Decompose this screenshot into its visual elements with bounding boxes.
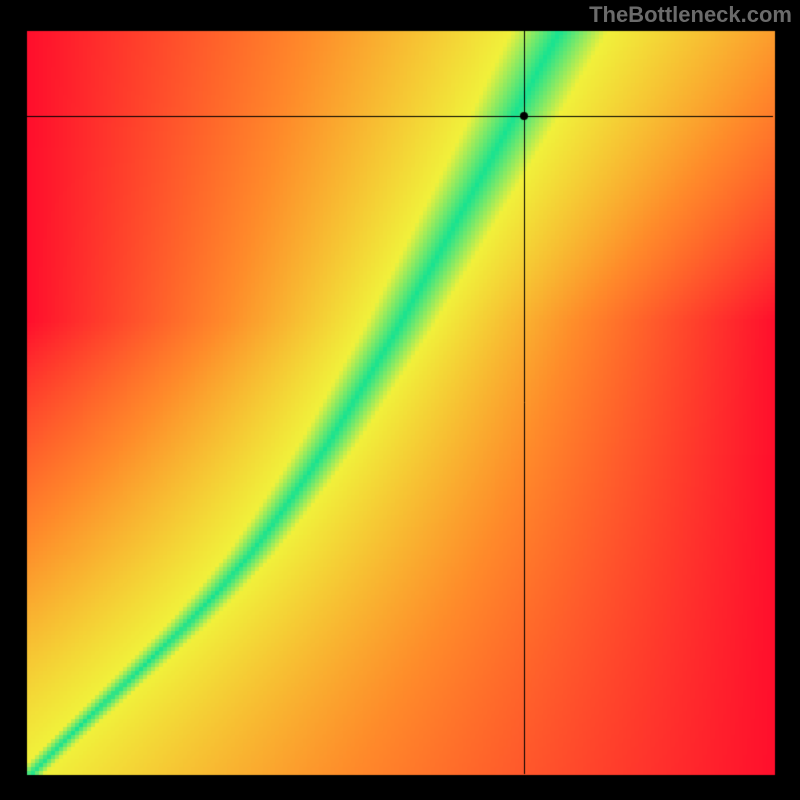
heatmap-canvas: [0, 0, 800, 800]
chart-container: TheBottleneck.com: [0, 0, 800, 800]
watermark-text: TheBottleneck.com: [589, 2, 792, 28]
